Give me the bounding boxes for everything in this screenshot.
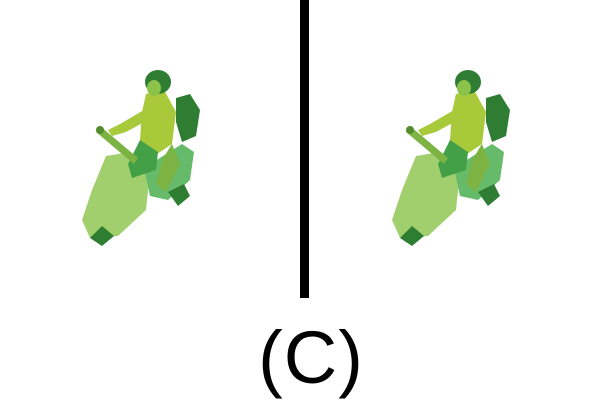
scooter-rider-figure-left	[82, 70, 200, 246]
panel-caption: (C)	[258, 316, 364, 399]
scooter-rider-figure-right	[392, 70, 510, 246]
divider-line	[300, 0, 309, 298]
